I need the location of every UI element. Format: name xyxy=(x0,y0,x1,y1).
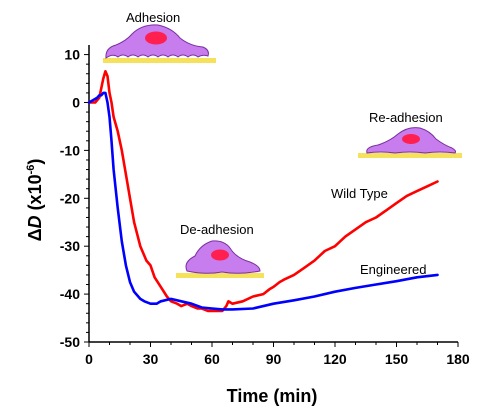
x-tick-label: 90 xyxy=(266,351,282,367)
x-tick-label: 0 xyxy=(85,351,93,367)
x-tick-label: 180 xyxy=(446,351,470,367)
series-group xyxy=(87,70,439,313)
adhesion-label: Adhesion xyxy=(126,10,180,25)
axes: 10 0 -10 -20 -30 -40 -50 0 30 60 90 120 150 180 xyxy=(60,45,470,367)
re-adhesion-label: Re-adhesion xyxy=(369,110,443,125)
y-tick-label: 0 xyxy=(72,94,80,110)
y-axis-title: ΔD (x10-6) xyxy=(25,159,45,242)
y-axis-title-var: D xyxy=(25,215,45,228)
y-tick-label: -20 xyxy=(60,190,80,206)
y-axis-title-exp: -6 xyxy=(25,165,37,175)
y-axis-title-close: ) xyxy=(25,159,45,165)
y-axis-title-rest: (x10 xyxy=(25,174,45,215)
x-tick-label: 120 xyxy=(323,351,347,367)
x-axis-title: Time (min) xyxy=(227,386,318,406)
y-tick-label: 10 xyxy=(64,47,80,63)
wild-type-label: Wild Type xyxy=(331,186,388,201)
de-adhesion-cell-icon xyxy=(176,240,264,278)
x-tick-label: 30 xyxy=(143,351,159,367)
adhesion-cell-icon xyxy=(103,24,216,63)
engineered-label: Engineered xyxy=(360,262,427,277)
x-tick-label: 150 xyxy=(385,351,409,367)
series-line-wild-type xyxy=(87,70,439,313)
x-tick-label: 60 xyxy=(204,351,220,367)
de-adhesion-label: De-adhesion xyxy=(180,222,254,237)
series-line-engineered xyxy=(87,91,439,311)
y-tick-label: -30 xyxy=(60,238,80,254)
y-tick-label: -40 xyxy=(60,286,80,302)
y-tick-label: -10 xyxy=(60,142,80,158)
y-tick-label: -50 xyxy=(60,334,80,350)
y-axis-title-delta: Δ xyxy=(25,228,45,241)
re-adhesion-cell-icon xyxy=(358,127,462,158)
